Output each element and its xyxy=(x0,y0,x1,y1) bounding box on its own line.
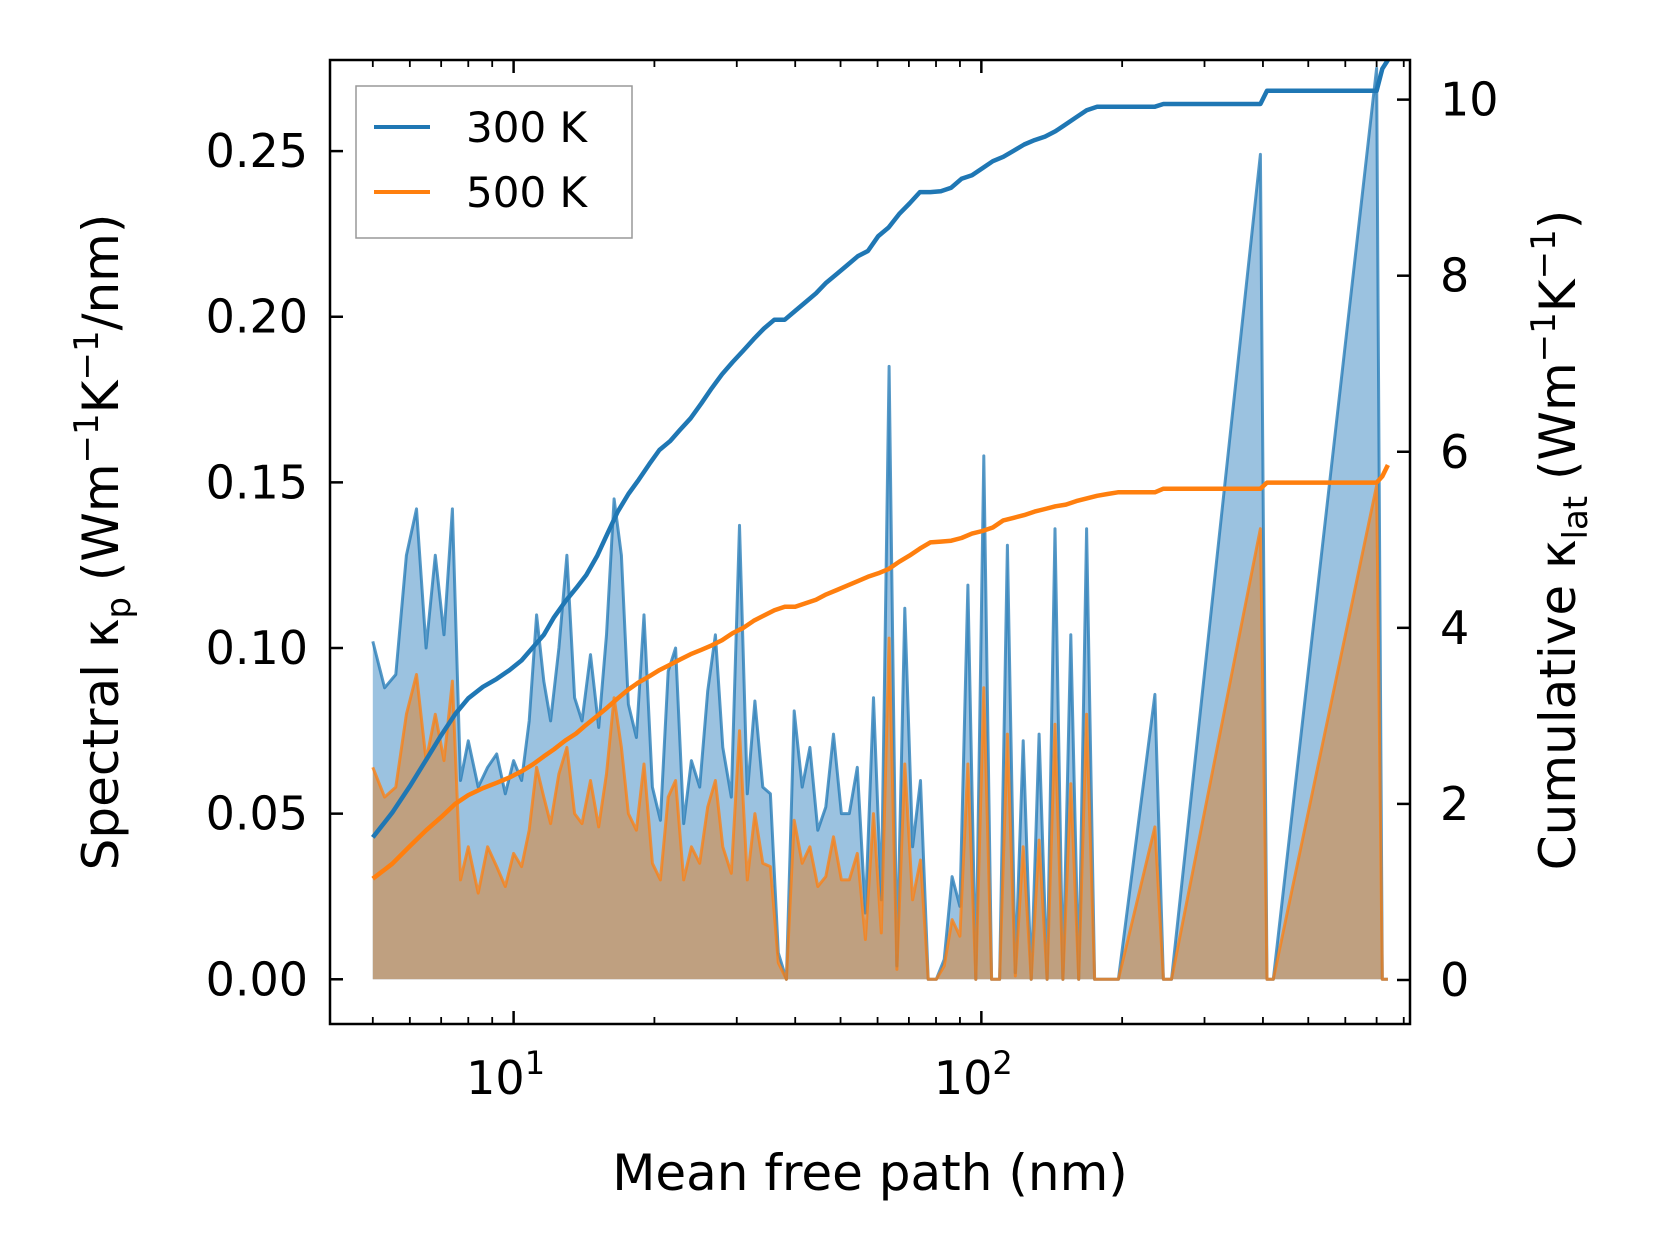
y-right-tick-label: 4 xyxy=(1440,601,1469,655)
y-axis-left-label: Spectral κp (Wm−1K−1/nm) xyxy=(67,214,139,871)
y-left-label-units-exp2: −1 xyxy=(67,330,107,380)
x-tick-label: 101 xyxy=(466,1044,545,1105)
x-axis-label: Mean free path (nm) xyxy=(612,1144,1128,1202)
legend-label-300k: 300 K xyxy=(466,103,589,152)
y-left-tick-label: 0.25 xyxy=(206,124,308,178)
y-left-tick-label: 0.05 xyxy=(206,787,308,841)
y-right-label-units-open: (Wm xyxy=(1529,362,1587,496)
y-right-tick-label: 2 xyxy=(1440,777,1469,831)
series-line-layer xyxy=(371,60,1390,981)
legend-box xyxy=(355,85,633,239)
spectral-line-500k xyxy=(371,484,1388,981)
y-right-label-units-mid: K xyxy=(1529,278,1587,312)
y-right-label-units-close: ) xyxy=(1529,210,1587,230)
cumulative-line-300k xyxy=(371,60,1390,839)
y-left-tick-label: 0.20 xyxy=(206,290,308,344)
y-right-label-units-exp1: −1 xyxy=(1524,312,1564,362)
cumulative-line-500k xyxy=(371,464,1390,881)
x-tick-label: 102 xyxy=(934,1044,1013,1105)
y-left-tick-label: 0.10 xyxy=(206,621,308,675)
spectral-fill-layer xyxy=(372,68,1388,980)
y-left-tick-label: 0.00 xyxy=(206,952,308,1006)
y-left-label-sub: p xyxy=(99,597,139,619)
spectral-area-500k xyxy=(372,485,1388,980)
y-right-tick-label: 10 xyxy=(1440,73,1499,127)
legend: 300 K 500 K xyxy=(355,85,633,239)
y-left-label-units-close: /nm) xyxy=(72,214,130,331)
spectral-area-300k xyxy=(372,68,1388,980)
y-right-tick-label: 0 xyxy=(1440,953,1469,1007)
y-right-label-main: Cumulative κ xyxy=(1529,539,1587,870)
axes-layer: 0.00 0.05 0.10 0.15 0.20 0.25 0 2 4 6 8 10 101 102 xyxy=(206,60,1499,1105)
y-left-tick-label: 0.15 xyxy=(206,455,308,509)
y-axis-right-label: Cumulative κlat (Wm−1K−1) xyxy=(1524,210,1596,870)
y-left-label-units-open: (Wm xyxy=(72,463,130,597)
y-left-label-units-exp1: −1 xyxy=(67,413,107,463)
plot-frame xyxy=(328,58,1412,1026)
y-right-tick-label: 8 xyxy=(1440,249,1469,303)
legend-label-500k: 500 K xyxy=(466,168,589,217)
y-right-label-sub: lat xyxy=(1556,496,1596,540)
y-right-label-units-exp2: −1 xyxy=(1524,229,1564,279)
y-right-tick-label: 6 xyxy=(1440,425,1469,479)
spectral-line-300k xyxy=(371,66,1388,981)
y-left-label-units-mid: K xyxy=(72,379,130,413)
y-left-label-main: Spectral κ xyxy=(72,619,130,871)
